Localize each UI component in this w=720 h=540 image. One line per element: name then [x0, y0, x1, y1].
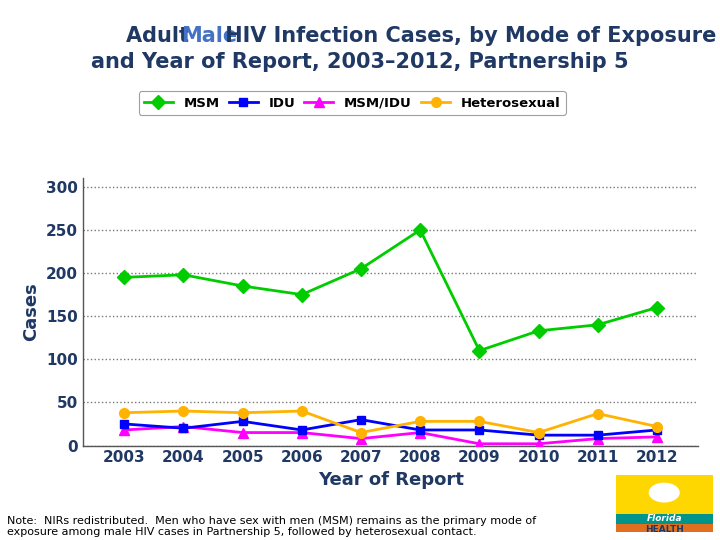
- Heterosexual: [356, 429, 365, 436]
- Heterosexual: [120, 409, 129, 416]
- MSM: [534, 328, 543, 334]
- MSM/IDU: [475, 441, 484, 447]
- Line: MSM: MSM: [120, 225, 662, 355]
- MSM/IDU: [534, 441, 543, 447]
- MSM: [416, 227, 425, 233]
- Line: IDU: IDU: [120, 415, 661, 440]
- MSM/IDU: [593, 435, 602, 442]
- MSM/IDU: [238, 429, 247, 436]
- MSM: [179, 272, 188, 278]
- X-axis label: Year of Report: Year of Report: [318, 471, 464, 489]
- MSM/IDU: [179, 423, 188, 430]
- IDU: [534, 432, 543, 438]
- Heterosexual: [238, 409, 247, 416]
- IDU: [475, 427, 484, 433]
- IDU: [416, 427, 425, 433]
- Heterosexual: [297, 408, 306, 414]
- Bar: [616, 524, 713, 532]
- MSM/IDU: [356, 435, 365, 442]
- MSM: [356, 266, 365, 272]
- MSM/IDU: [416, 429, 425, 436]
- Heterosexual: [534, 429, 543, 436]
- Heterosexual: [475, 418, 484, 424]
- MSM: [475, 347, 484, 354]
- Text: Florida: Florida: [647, 514, 682, 523]
- Line: MSM/IDU: MSM/IDU: [120, 422, 662, 449]
- Text: Note:  NIRs redistributed.  Men who have sex with men (MSM) remains as the prima: Note: NIRs redistributed. Men who have s…: [7, 516, 536, 537]
- MSM/IDU: [120, 427, 129, 433]
- Heterosexual: [179, 408, 188, 414]
- Line: Heterosexual: Heterosexual: [120, 406, 662, 437]
- Bar: [616, 514, 713, 524]
- IDU: [652, 427, 661, 433]
- MSM: [238, 283, 247, 289]
- Text: HIV Infection Cases, by Mode of Exposure: HIV Infection Cases, by Mode of Exposure: [217, 26, 716, 46]
- Heterosexual: [652, 423, 661, 430]
- MSM: [297, 292, 306, 298]
- IDU: [179, 425, 188, 431]
- MSM: [120, 274, 129, 281]
- IDU: [120, 421, 129, 427]
- Legend: MSM, IDU, MSM/IDU, Heterosexual: MSM, IDU, MSM/IDU, Heterosexual: [139, 91, 566, 115]
- Circle shape: [649, 483, 680, 503]
- MSM: [652, 305, 661, 311]
- Heterosexual: [416, 418, 425, 424]
- IDU: [238, 418, 247, 424]
- MSM/IDU: [652, 434, 661, 440]
- IDU: [356, 416, 365, 423]
- IDU: [297, 427, 306, 433]
- Text: Adult: Adult: [126, 26, 196, 46]
- Bar: [616, 475, 713, 514]
- MSM: [593, 321, 602, 328]
- Text: HEALTH: HEALTH: [645, 525, 683, 535]
- Text: and Year of Report, 2003–2012, Partnership 5: and Year of Report, 2003–2012, Partnersh…: [91, 52, 629, 72]
- IDU: [593, 432, 602, 438]
- Y-axis label: Cases: Cases: [22, 282, 40, 341]
- MSM/IDU: [297, 429, 306, 436]
- Text: Male: Male: [181, 26, 237, 46]
- Heterosexual: [593, 410, 602, 417]
